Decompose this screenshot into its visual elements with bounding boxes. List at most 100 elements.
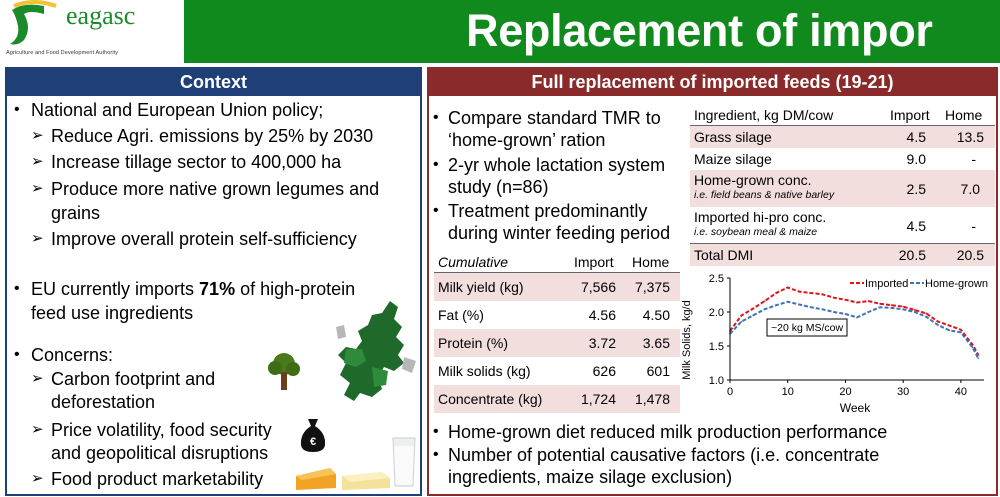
data-point — [977, 357, 980, 360]
y-tick-label: 2.5 — [709, 273, 724, 285]
home-value: 1,478 — [634, 391, 670, 407]
study-bullet: Treatment predominantly — [448, 201, 648, 221]
data-point — [879, 303, 881, 305]
data-point — [960, 331, 962, 334]
data-point — [937, 320, 939, 323]
metric-name: Milk yield (kg) — [438, 279, 524, 295]
import-value: 626 — [592, 363, 616, 379]
x-tick-label: 20 — [839, 386, 851, 398]
data-point — [902, 308, 904, 311]
data-point — [752, 314, 754, 317]
data-point — [948, 324, 951, 327]
bullet-dot: • — [433, 156, 439, 173]
study-title: Full replacement of imported feeds (19-2… — [429, 69, 996, 96]
bullet-dot: • — [14, 346, 20, 363]
legend-label-home-grown: Home-grown — [925, 278, 988, 290]
arrow-icon: ➢ — [31, 470, 44, 487]
data-point — [867, 300, 870, 302]
study-bullet: Compare standard TMR to — [448, 108, 661, 128]
table-row: Maize silage 9.0 - — [690, 148, 995, 170]
table-row: Milk solids (kg) 626 601 — [434, 357, 680, 385]
logo-tagline: Agriculture and Food Development Authori… — [6, 50, 119, 56]
ingredient-name: Maize silage — [694, 151, 772, 167]
import-value: 4.5 — [906, 129, 926, 145]
home-value: 4.50 — [642, 307, 670, 323]
imports-text: EU currently imports 71% of high-protein — [31, 279, 356, 299]
data-point — [810, 292, 812, 294]
home-value: - — [971, 151, 976, 167]
metric-name: Milk solids (kg) — [438, 363, 531, 379]
x-tick-label: 10 — [782, 386, 794, 398]
performance-table: Cumulative Import Home Milk yield (kg) 7… — [434, 251, 680, 413]
data-point — [879, 306, 881, 309]
import-value: 1,724 — [580, 391, 616, 407]
import-value: 2.5 — [906, 181, 926, 197]
concern-item: and geopolitical disruptions — [51, 443, 269, 463]
policy-item: Improve overall protein self-sufficiency — [51, 229, 357, 249]
study-bullet: 2-yr whole lactation system — [448, 155, 666, 175]
study-panel: Full replacement of imported feeds (19-2… — [427, 67, 998, 496]
y-tick-label: 2.0 — [709, 307, 724, 319]
data-point — [948, 329, 951, 332]
svg-text:eagasc: eagasc — [66, 1, 135, 30]
concern-item: Price volatility, food security — [51, 420, 272, 440]
header-cell: Home — [632, 254, 670, 270]
data-point — [833, 296, 835, 299]
home-value: 3.65 — [642, 335, 670, 351]
table-row: Protein (%) 3.72 3.65 — [434, 329, 680, 357]
import-value: 20.5 — [898, 247, 926, 263]
data-point — [740, 314, 743, 317]
imports-text-line2: feed use ingredients — [31, 303, 194, 323]
data-point — [798, 303, 801, 306]
study-bullet: study (n=86) — [448, 177, 549, 197]
home-value: 7.0 — [960, 181, 980, 197]
ingredient-name: Total DMI — [694, 247, 754, 263]
chart-legend: Imported Home-grown — [850, 278, 988, 290]
legend-label-imported: Imported — [865, 278, 908, 290]
home-value: - — [971, 218, 976, 234]
home-value: 7,375 — [634, 279, 670, 295]
ingredient-name: Imported hi-pro conc. — [694, 209, 827, 225]
concern-item: deforestation — [51, 392, 156, 412]
chart-annotation: ~20 kg MS/cow — [766, 318, 848, 337]
study-bullet: ‘home-grown’ ration — [448, 130, 606, 150]
header-cell: Cumulative — [438, 254, 509, 270]
table-header: Cumulative Import Home — [434, 251, 680, 273]
arrow-icon: ➢ — [31, 230, 44, 247]
data-point — [977, 354, 980, 356]
import-value: 4.5 — [906, 218, 926, 234]
data-point — [913, 309, 916, 311]
data-point — [740, 320, 743, 323]
tree-icon — [268, 353, 300, 390]
x-axis-label: Week — [840, 401, 871, 415]
bullet-dot: • — [433, 423, 439, 440]
milk-glass-icon — [392, 437, 416, 487]
context-title: Context — [7, 69, 420, 96]
table-row: Grass silage 4.5 13.5 — [690, 126, 995, 148]
page-title: Replacement of impor — [466, 5, 933, 56]
milk-solids-chart: 1.01.52.02.50 10 20 30 40 Milk Solids, kg/d … — [681, 273, 988, 415]
policy-item: Increase tillage sector to 400,000 ha — [51, 152, 342, 172]
arrow-icon: ➢ — [31, 127, 44, 144]
data-point — [890, 307, 893, 309]
teagasc-logo: eagasc Agriculture and Food Development … — [0, 0, 184, 63]
context-panel: Context • National and European Union po… — [5, 67, 422, 496]
arrow-icon: ➢ — [31, 421, 44, 438]
data-point — [775, 292, 777, 294]
import-value: 9.0 — [906, 151, 926, 167]
imports-percent: 71% — [199, 279, 236, 299]
y-axis-label: Milk Solids, kg/d — [681, 300, 693, 379]
arrow-icon: ➢ — [31, 180, 44, 197]
concern-item: Food product marketability — [51, 469, 264, 489]
data-point — [971, 346, 974, 349]
data-point — [971, 343, 974, 346]
header-cell: Home — [945, 107, 983, 123]
x-tick-label: 40 — [955, 386, 967, 398]
data-point — [856, 301, 858, 304]
metric-name: Concentrate (kg) — [438, 391, 543, 407]
table-header: Ingredient, kg DM/cow Import Home — [690, 105, 995, 126]
import-value: 3.72 — [588, 335, 616, 351]
y-tick-label: 1.5 — [709, 341, 724, 353]
arrow-icon: ➢ — [31, 370, 44, 387]
table-row: Concentrate (kg) 1,724 1,478 — [434, 385, 680, 413]
